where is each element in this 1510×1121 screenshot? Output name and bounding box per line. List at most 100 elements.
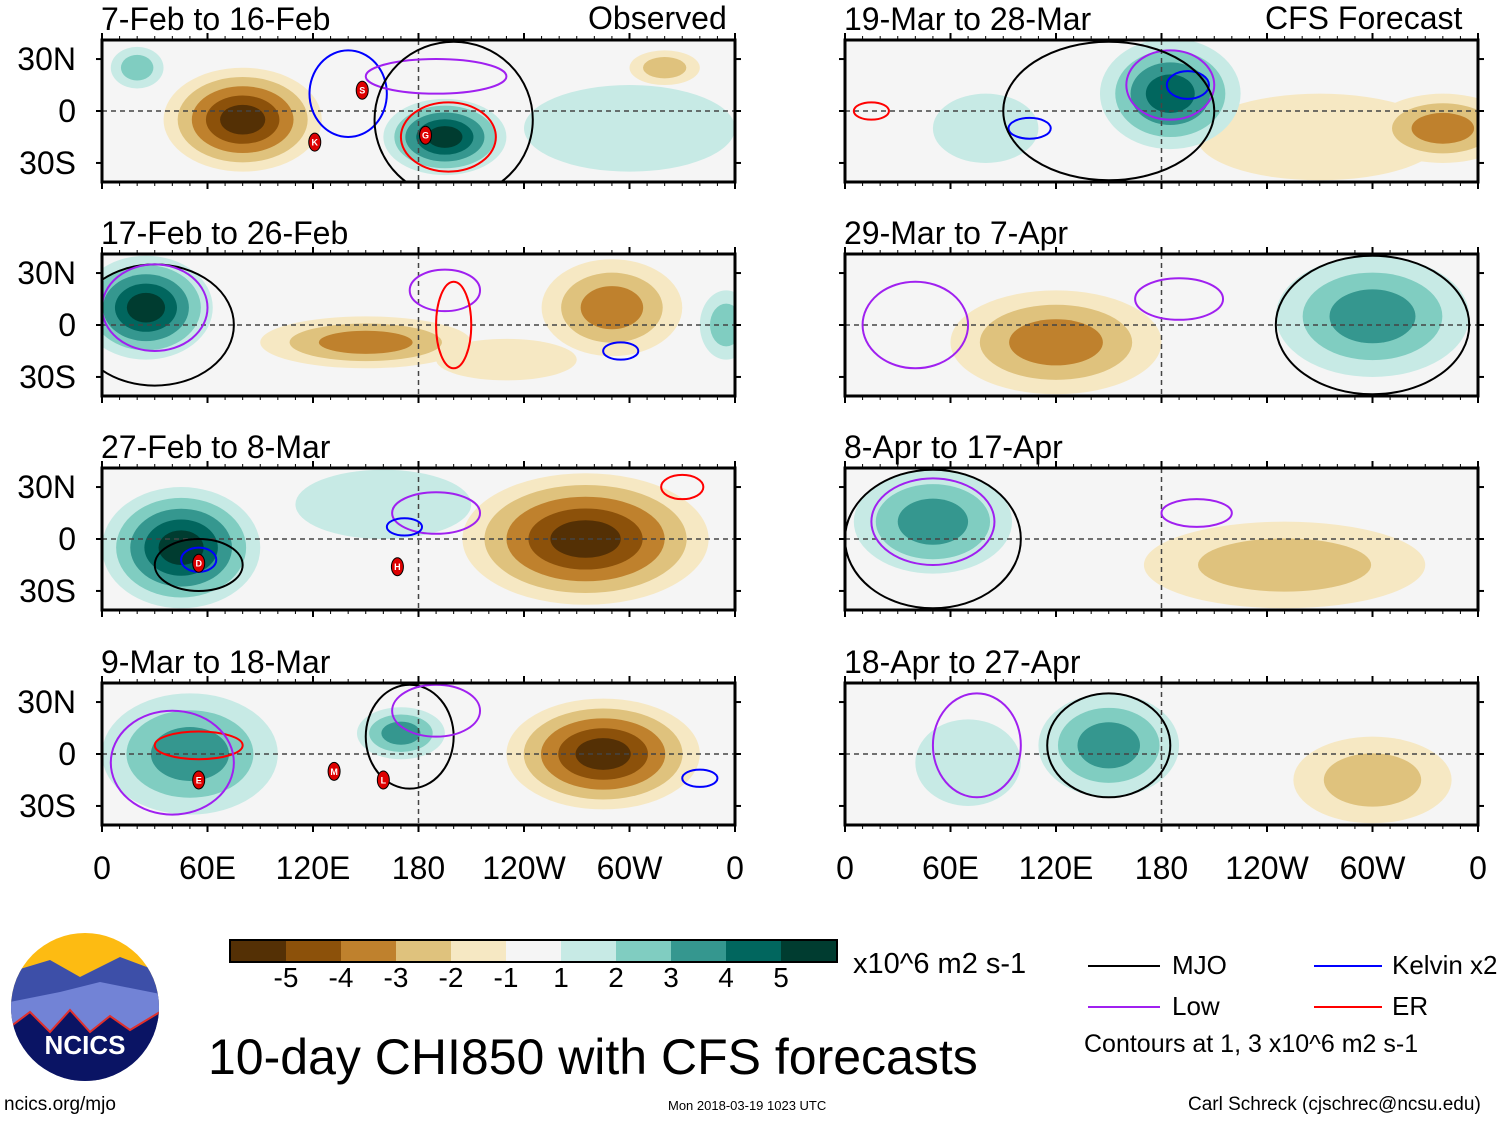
contour-mjo	[1002, 40, 1216, 182]
storm-label: M	[330, 767, 338, 777]
map-panel	[839, 247, 1484, 403]
anomaly-shading	[709, 303, 735, 347]
storm-marker: D	[192, 553, 206, 573]
contour-kelvin	[385, 517, 424, 537]
colorbar-swatch	[561, 941, 616, 961]
map-panel	[839, 461, 1484, 617]
website-link[interactable]: ncics.org/mjo	[4, 1094, 116, 1115]
storm-label: K	[312, 138, 319, 148]
colorbar-swatch	[781, 941, 836, 961]
storm-label: D	[195, 559, 202, 569]
storm-marker: L	[376, 770, 390, 790]
anomaly-shading	[220, 104, 266, 135]
lat-label: 30S	[19, 787, 76, 824]
contour-mjo	[1274, 254, 1471, 396]
contour-mjo	[364, 683, 455, 790]
anomaly-shading	[318, 330, 413, 354]
contour-low	[1160, 498, 1233, 528]
colorbar-units: x10^6 m2 s-1	[853, 948, 1027, 980]
colorbar-tick-label: -4	[328, 962, 354, 993]
colorbar-swatch	[451, 941, 506, 961]
lon-label: 120E	[275, 850, 351, 886]
colorbar-swatch	[671, 941, 726, 961]
ncics-logo: NCICS	[11, 933, 159, 1081]
panel-title: 7-Feb to 16-Feb	[101, 1, 331, 37]
lat-label: 0	[58, 307, 76, 343]
anomaly-shading	[575, 738, 631, 770]
legend-kelvin-line	[1314, 965, 1382, 967]
logo-text: NCICS	[45, 1030, 126, 1060]
contour-mjo	[845, 468, 1022, 610]
storm-label: L	[381, 775, 387, 785]
lat-label: 30S	[19, 144, 76, 181]
map-panel	[839, 33, 1484, 189]
contour-low	[1125, 49, 1216, 121]
colorbar-tick-label: -1	[493, 962, 519, 993]
legend-kelvin-label: Kelvin x2	[1392, 950, 1498, 980]
lon-label: 120W	[1225, 850, 1309, 886]
lat-label: 30S	[19, 572, 76, 609]
anomaly-shading	[1077, 722, 1141, 769]
storm-label: S	[359, 86, 365, 96]
panel-title: 17-Feb to 26-Feb	[101, 215, 349, 251]
anomaly-shading	[1323, 753, 1422, 807]
lon-label: 60W	[596, 850, 663, 886]
anomaly-shading	[381, 721, 421, 745]
panel-title: 9-Mar to 18-Mar	[101, 644, 331, 680]
legend-mjo-label: MJO	[1172, 950, 1227, 980]
anomaly-shading	[643, 57, 687, 79]
lon-label: 120W	[482, 850, 566, 886]
colorbar-swatch	[506, 941, 561, 961]
anomaly-shading	[1198, 538, 1372, 592]
lon-label: 0	[726, 850, 744, 886]
lat-label: 30N	[17, 255, 76, 292]
panel-title: 27-Feb to 8-Mar	[101, 429, 331, 465]
legend-er-label: ER	[1392, 991, 1429, 1021]
lat-label: 0	[58, 93, 76, 129]
contour-low	[391, 683, 482, 738]
colorbar-tick-label: 2	[608, 962, 624, 993]
contour-er	[435, 280, 473, 370]
colorbar-swatch	[231, 941, 286, 961]
map-panel	[839, 676, 1484, 832]
legend: MJO Kelvin x2 Low ER Contours at 1, 3 x1…	[1084, 950, 1508, 1070]
panel-title: 8-Apr to 17-Apr	[844, 429, 1063, 465]
lon-label: 120E	[1018, 850, 1094, 886]
lat-label: 30N	[17, 684, 76, 721]
lon-label: 180	[391, 850, 446, 886]
contour-mjo	[153, 538, 244, 592]
contour-note: Contours at 1, 3 x10^6 m2 s-1	[1084, 1030, 1419, 1058]
contour-kelvin	[602, 341, 640, 361]
anomaly-shading	[932, 93, 1039, 163]
colorbar-tick-label: -2	[438, 962, 464, 993]
legend-mjo-line	[1088, 965, 1160, 967]
colorbar-swatch	[396, 941, 451, 961]
anomaly-shading	[120, 54, 154, 81]
observed-label: Observed	[588, 0, 727, 36]
storm-marker: H	[390, 557, 404, 577]
storm-label: G	[422, 131, 429, 141]
contour-er	[153, 730, 244, 761]
legend-low-line	[1088, 1006, 1160, 1008]
contour-mjo	[1046, 692, 1172, 799]
lon-label: 60W	[1339, 850, 1406, 886]
lat-label: 0	[58, 736, 76, 772]
anomaly-shading	[1009, 319, 1103, 366]
anomaly-shading	[1411, 112, 1475, 144]
panel-title: 18-Apr to 27-Apr	[844, 644, 1081, 680]
contour-kelvin	[1007, 116, 1052, 140]
contour-er	[660, 473, 705, 501]
contour-kelvin	[1165, 70, 1210, 100]
anomaly-shading	[1329, 289, 1416, 344]
contour-mjo	[373, 40, 534, 182]
lon-label: 0	[1469, 850, 1487, 886]
contour-low	[408, 268, 482, 313]
lon-label: 60E	[179, 850, 236, 886]
contour-low	[861, 280, 970, 370]
storm-marker: S	[355, 80, 369, 100]
panel-title: 29-Mar to 7-Apr	[844, 215, 1069, 251]
contour-low	[109, 709, 235, 816]
author: Carl Schreck (cjschrec@ncsu.edu)	[1188, 1094, 1481, 1115]
